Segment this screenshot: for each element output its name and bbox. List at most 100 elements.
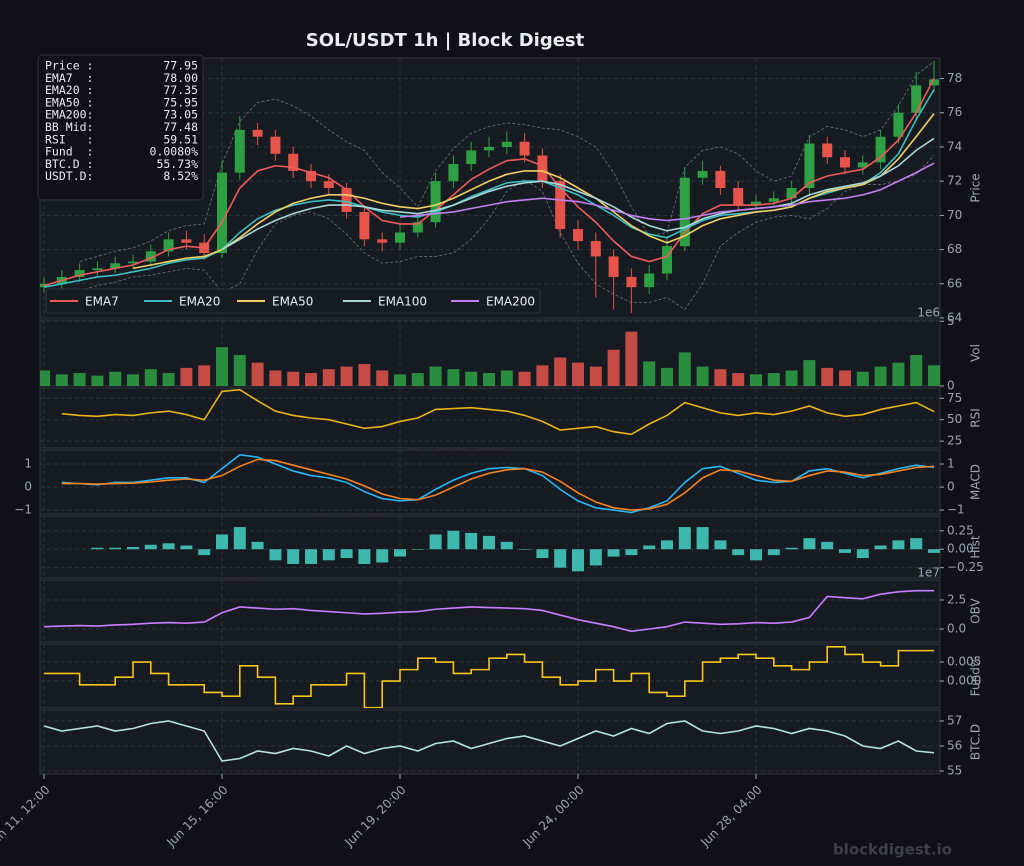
y-tick-label: 50 <box>947 412 962 426</box>
candle-body <box>573 229 583 242</box>
bar <box>732 373 745 386</box>
bar <box>340 366 353 386</box>
bar <box>91 375 104 386</box>
candle-body <box>484 146 494 151</box>
panel <box>39 643 941 709</box>
candle-body <box>679 177 690 247</box>
bar <box>500 541 513 550</box>
bar <box>394 549 406 557</box>
bar <box>892 540 905 550</box>
bar <box>856 549 869 559</box>
plot-area <box>43 589 934 633</box>
y-tick-label: 56 <box>947 739 962 753</box>
bar <box>429 534 442 550</box>
info-value: 77.48 <box>163 120 198 134</box>
candle-body <box>555 181 566 230</box>
y-axis-label: OBV <box>969 597 983 623</box>
bar <box>696 527 709 550</box>
plot-area <box>44 646 934 708</box>
y-tick-label-left: 0 <box>24 480 32 494</box>
panel <box>39 579 941 643</box>
y-tick-label: 0.25 <box>947 523 974 537</box>
series-line <box>44 646 934 708</box>
candle-body <box>306 170 316 182</box>
candle-body <box>163 239 174 252</box>
bar <box>767 549 780 556</box>
bar <box>750 549 762 561</box>
y-tick-label: 0.00 <box>947 542 974 556</box>
y-tick-label: 0 <box>947 480 955 494</box>
bar <box>144 369 157 386</box>
bar <box>714 540 727 550</box>
info-label: Fund : <box>45 145 93 159</box>
y-tick-label: 66 <box>947 276 962 290</box>
candle-body <box>359 211 370 240</box>
bar <box>874 545 887 550</box>
bar <box>732 549 745 556</box>
bar <box>180 545 193 550</box>
info-value: 78.00 <box>163 71 198 85</box>
bar <box>447 369 460 386</box>
bar <box>928 365 940 386</box>
series-line <box>399 162 935 222</box>
candle-body <box>395 232 405 243</box>
info-label: EMA7 : <box>45 71 93 85</box>
y-tick-label: 55 <box>947 764 962 778</box>
bar <box>589 549 602 566</box>
y-tick-label: 0.005 <box>947 655 981 669</box>
candle-body <box>751 201 761 206</box>
bar <box>144 544 157 550</box>
bar <box>109 371 122 386</box>
info-label: Price : <box>45 59 93 73</box>
candle-body <box>768 198 779 202</box>
info-value: 75.95 <box>163 95 198 109</box>
candle-body <box>929 79 939 86</box>
plot-area <box>61 453 935 514</box>
bar <box>643 545 656 550</box>
candle-body <box>92 268 103 271</box>
bar <box>500 370 513 386</box>
bar <box>216 534 228 550</box>
bar <box>269 549 282 561</box>
y-tick-label: 75 <box>947 391 962 405</box>
candle-body <box>537 155 548 182</box>
bar <box>411 549 424 550</box>
info-label: EMA50 : <box>45 95 93 109</box>
bar <box>376 370 389 386</box>
y-tick-label: 68 <box>947 242 962 256</box>
plot-area <box>43 720 935 762</box>
bar <box>305 549 317 564</box>
info-value: 8.52% <box>163 169 198 183</box>
bar <box>251 362 264 386</box>
bar <box>803 360 816 386</box>
bar <box>785 370 798 386</box>
y-tick-label: 0.0 <box>947 621 966 635</box>
bar <box>785 547 798 550</box>
bar <box>162 543 175 550</box>
bar <box>856 371 869 386</box>
bar <box>127 547 139 550</box>
y-tick-label: 25 <box>947 434 962 448</box>
bar <box>625 549 638 556</box>
candle-body <box>128 261 138 264</box>
candle-body <box>697 170 708 178</box>
legend-label: EMA20 <box>179 295 220 309</box>
bar <box>358 364 371 386</box>
candle-body <box>377 239 388 243</box>
y-tick-label: 0 <box>947 379 955 393</box>
bar <box>554 549 567 568</box>
bar <box>678 527 691 550</box>
bar <box>518 549 531 550</box>
series-line <box>61 388 935 436</box>
bar <box>536 365 549 386</box>
candle-body <box>234 129 245 173</box>
series-line <box>132 113 935 270</box>
y-tick-label: 78 <box>947 71 962 85</box>
bar <box>661 540 673 550</box>
candle-body <box>662 246 672 274</box>
bar <box>216 347 228 386</box>
candle-body <box>911 85 922 113</box>
candle-body <box>733 188 744 206</box>
bar <box>483 373 495 386</box>
